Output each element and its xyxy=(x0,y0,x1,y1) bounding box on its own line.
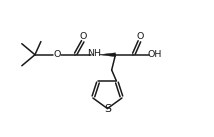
Text: NH: NH xyxy=(87,49,101,58)
Text: O: O xyxy=(54,50,61,59)
Text: S: S xyxy=(104,104,111,114)
Polygon shape xyxy=(99,53,116,57)
Text: OH: OH xyxy=(148,50,162,59)
Text: O: O xyxy=(136,32,144,41)
Text: O: O xyxy=(80,32,87,41)
